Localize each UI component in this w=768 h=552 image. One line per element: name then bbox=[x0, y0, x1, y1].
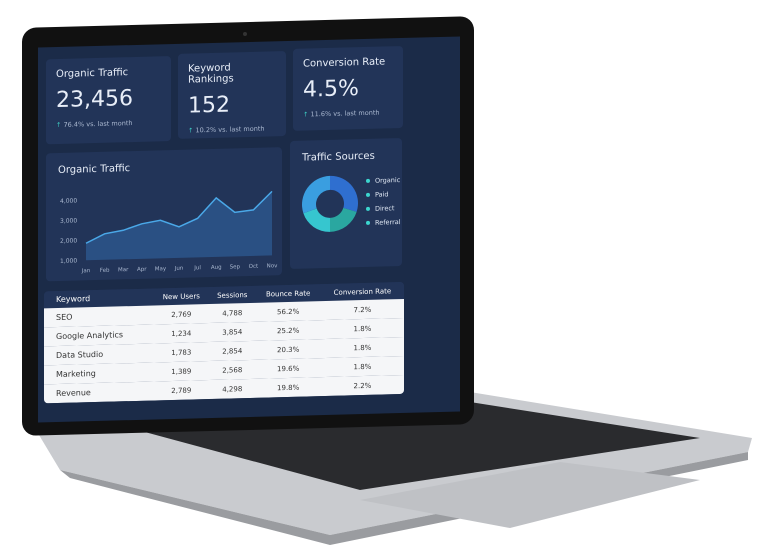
column-header[interactable]: Sessions bbox=[209, 285, 256, 305]
donut-slice[interactable] bbox=[330, 207, 357, 232]
table-cell: 2,854 bbox=[209, 340, 256, 362]
card-change: 76.4% vs. last month bbox=[63, 119, 133, 129]
area-chart: 1,000 2,000 3,000 4,000 Jan Feb Mar Apr May Jun Ju… bbox=[60, 190, 278, 274]
card-value: 23,456 bbox=[56, 86, 133, 114]
area-fill bbox=[86, 191, 272, 261]
donut-chart bbox=[301, 175, 359, 232]
legend-label: Direct bbox=[375, 204, 395, 213]
donut-slice[interactable] bbox=[301, 175, 330, 214]
table-cell: 1.8% bbox=[320, 355, 404, 378]
legend-item: Direct bbox=[366, 204, 401, 213]
kpi-card-rankings[interactable]: Keyword Rankings 152 ↑ 10.2% vs. last mo… bbox=[178, 51, 286, 139]
legend-dot bbox=[366, 178, 370, 183]
legend-label: Organic bbox=[375, 176, 401, 185]
trackpad bbox=[360, 462, 700, 528]
x-tick-label: Feb bbox=[100, 268, 110, 274]
y-tick-label: 1,000 bbox=[60, 257, 77, 264]
x-tick-label: Sep bbox=[230, 264, 241, 270]
x-tick-label: Mar bbox=[118, 267, 129, 273]
legend-label: Paid bbox=[375, 190, 389, 199]
table-cell: 4,298 bbox=[209, 378, 256, 400]
column-header[interactable]: Bounce Rate bbox=[255, 284, 321, 303]
table-cell: 2,789 bbox=[153, 380, 210, 401]
card-value: 152 bbox=[188, 92, 230, 119]
table-cell: 3,854 bbox=[209, 321, 256, 343]
series-line bbox=[85, 190, 273, 244]
card-title: Conversion Rate bbox=[303, 56, 386, 70]
traffic-chart-card: Organic Traffic 1,000 2,000 3,000 4,000 Jan F… bbox=[46, 147, 282, 282]
x-tick-label: Jan bbox=[81, 268, 91, 274]
legend-dot bbox=[366, 206, 370, 211]
card-value: 4.5% bbox=[303, 76, 359, 103]
x-tick-label: Apr bbox=[137, 267, 147, 273]
y-tick-label: 3,000 bbox=[60, 217, 77, 224]
table-cell: 4,788 bbox=[209, 302, 256, 324]
card-change: 11.6% vs. last month bbox=[310, 108, 380, 119]
table-cell: 19.8% bbox=[255, 377, 321, 398]
x-tick-label: Oct bbox=[249, 264, 259, 270]
x-tick-label: Jul bbox=[193, 265, 201, 271]
table-cell: 1,389 bbox=[153, 361, 210, 382]
legend-item: Referral bbox=[366, 218, 401, 227]
chart-title: Organic Traffic bbox=[58, 163, 131, 177]
arrow-up-icon: ↑ bbox=[188, 126, 196, 135]
card-title: Keyword Rankings bbox=[188, 62, 234, 86]
legend-dot bbox=[366, 220, 370, 225]
table-cell: 2,769 bbox=[153, 304, 210, 325]
y-tick-label: 4,000 bbox=[60, 197, 77, 204]
x-tick-label: Jun bbox=[174, 266, 184, 272]
donut-slice[interactable] bbox=[330, 175, 359, 212]
table-cell: 2,568 bbox=[209, 359, 256, 381]
table-cell: 1,783 bbox=[153, 342, 210, 363]
legend-label: Referral bbox=[375, 218, 401, 227]
keyword-table: Keyword New Users Sessions Bounce Rate Conve… bbox=[44, 281, 404, 404]
kpi-card-conversion[interactable]: Conversion Rate 4.5% ↑ 11.6% vs. last mo… bbox=[293, 45, 403, 131]
sources-title: Traffic Sources bbox=[302, 150, 375, 164]
webcam-icon bbox=[243, 32, 247, 36]
kpi-card-traffic[interactable]: Organic Traffic 23,456 ↑ 76.4% vs. last … bbox=[46, 56, 171, 145]
table-cell: 56.2% bbox=[255, 301, 321, 322]
table-cell: 1.8% bbox=[320, 336, 404, 359]
table-cell: 20.3% bbox=[255, 339, 321, 360]
table-cell: Revenue bbox=[44, 381, 154, 404]
legend-item: Paid bbox=[366, 190, 401, 199]
arrow-up-icon: ↑ bbox=[56, 120, 64, 130]
legend-dot bbox=[366, 192, 370, 197]
legend-item: Organic bbox=[366, 176, 401, 185]
table-cell: 25.2% bbox=[255, 320, 321, 341]
donut-slice[interactable] bbox=[303, 208, 330, 232]
table-cell: 1,234 bbox=[153, 323, 210, 344]
column-header[interactable]: Conversion Rate bbox=[320, 281, 404, 302]
traffic-sources-card: Traffic Sources Organic Paid Direct Referra… bbox=[290, 137, 402, 269]
column-header[interactable]: New Users bbox=[153, 287, 210, 306]
x-tick-label: May bbox=[155, 266, 167, 272]
dashboard-screen: Organic Traffic 23,456 ↑ 76.4% vs. last … bbox=[38, 36, 460, 423]
table-cell: 19.6% bbox=[255, 358, 321, 379]
card-change: 10.2% vs. last month bbox=[195, 124, 265, 135]
table-cell: 1.8% bbox=[320, 317, 404, 340]
card-title: Organic Traffic bbox=[56, 67, 129, 81]
x-tick-label: Nov bbox=[267, 263, 278, 269]
y-tick-label: 2,000 bbox=[60, 237, 77, 244]
arrow-up-icon: ↑ bbox=[303, 110, 311, 119]
x-tick-label: Aug bbox=[211, 265, 222, 271]
table-cell: 2.2% bbox=[320, 374, 404, 397]
table-cell: 7.2% bbox=[320, 298, 404, 321]
